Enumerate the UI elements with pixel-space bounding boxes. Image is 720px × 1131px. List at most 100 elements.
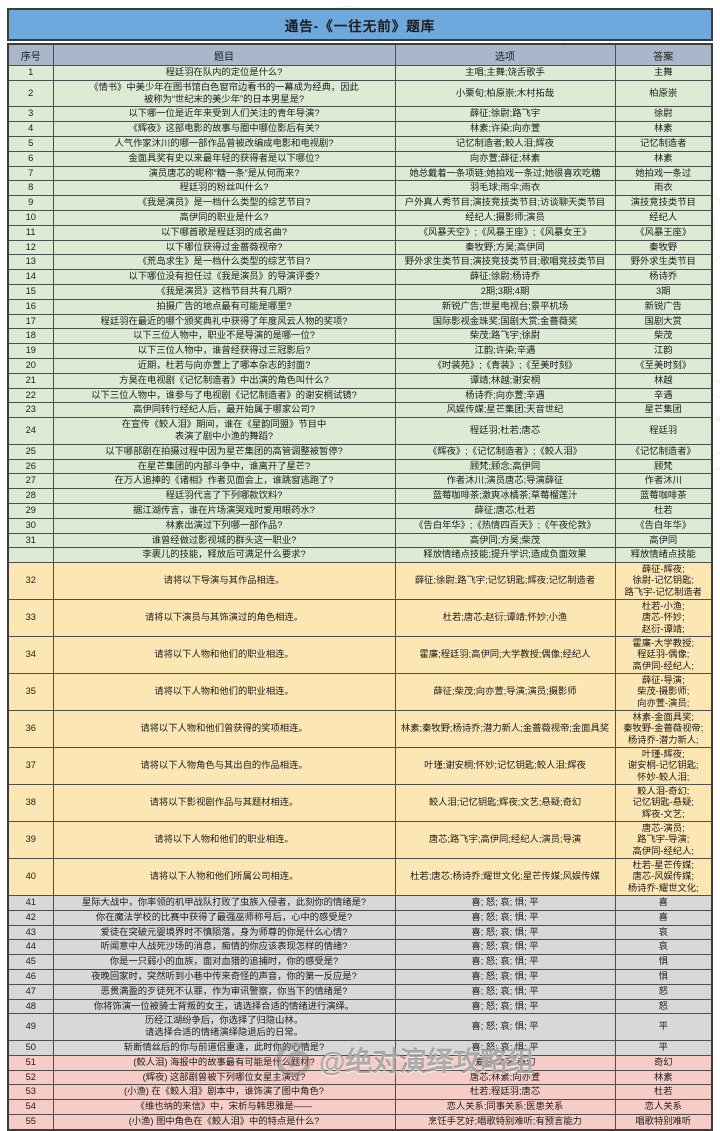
table-row: 55 (小渔) 图中角色在《鲛人泪》中的特点是什么? 烹饪手艺好;唱歌特别难听;有预… bbox=[7, 1113, 713, 1131]
cell-index: 2 bbox=[7, 79, 54, 108]
table-body: 1 程廷羽在队内的定位是什么? 主唱;主舞;饶舌歌手 主舞 2 《情书》中美少年在图书馆白… bbox=[7, 65, 713, 1131]
cell-answer: 林素 bbox=[614, 150, 713, 167]
cell-answer: 哀 bbox=[614, 939, 713, 956]
cell-options: 薛征;徐尉;路飞宇 bbox=[394, 106, 616, 123]
cell-index: 28 bbox=[7, 488, 54, 504]
cell-question: 请将以下影视剧作品与其题材相连。 bbox=[52, 784, 396, 822]
table-row: 23 高伊同转行经纪人后，最开始属于哪家公司? 风娱传媒;星芒集团;天音世纪 星芒集团 bbox=[7, 402, 713, 419]
table-row: 31 谁曾经做过影视城的群头这一职业? 高伊同;方昊;柴茂 高伊同 bbox=[7, 532, 713, 549]
cell-answer: 薛征-导演; 柴茂-摄影师; 向亦萱-演员; bbox=[614, 673, 713, 712]
cell-answer: 程廷羽 bbox=[614, 417, 713, 445]
cell-index: 29 bbox=[7, 502, 54, 519]
cell-question: 谁曾经做过影视城的群头这一职业? bbox=[52, 532, 396, 549]
cell-options: 国际影视金珠奖;国剧大赏;金蔷薇奖 bbox=[394, 313, 616, 330]
cell-question: 林素出演过下列哪一部作品? bbox=[52, 517, 396, 534]
cell-options: 《时装苑》;《青装》;《至美时刻》 bbox=[394, 357, 616, 374]
cell-options: 林素;秦牧野;杨诗乔;潜力新人;金蔷薇视帝;金面具奖 bbox=[394, 710, 616, 749]
cell-options: 喜; 怒; 哀; 惧; 平 bbox=[394, 924, 616, 941]
cell-options: 喜; 怒; 哀; 惧; 平 bbox=[394, 894, 616, 911]
table-row: 41 星际大战中，你率领的机甲战队打败了虫族入侵者，此刻你的情绪是? 喜; 怒; 哀… bbox=[7, 894, 713, 911]
cell-options: 唐芯;林素;向亦萱 bbox=[394, 1069, 616, 1086]
cell-question: 斩断情丝后的你与前道侣重逢，此时你的心情是? bbox=[52, 1039, 396, 1056]
cell-question: 近期，杜若与向亦萱上了哪本杂志的封面? bbox=[52, 357, 396, 374]
table-row: 3 以下哪一位是近年来受到人们关注的青年导演? 薛征;徐尉;路飞宇 徐尉 bbox=[7, 106, 713, 123]
table-row: 12 以下哪位获得过金蔷薇视帝? 秦牧野;方昊;高伊同 秦牧野 bbox=[7, 239, 713, 256]
cell-question: 以下哪位获得过金蔷薇视帝? bbox=[52, 239, 396, 256]
cell-question: 请将以下人物角色与其出自的作品相连。 bbox=[52, 747, 396, 785]
cell-index: 37 bbox=[7, 747, 54, 785]
table-row: 28 程廷羽代言了下列哪款饮料? 蓝莓咖啡茶;激爽冰橘茶;草莓榴莲汁 蓝莓咖啡茶 bbox=[7, 488, 713, 504]
cell-index: 39 bbox=[7, 820, 54, 859]
cell-options: 户外真人秀节目;演技竞技类节目;访谈聊天类节目 bbox=[394, 195, 616, 211]
question-bank-sheet: 通告-《一往无前》题库 序号 题目 选项 答案 1 程廷羽在队内的定位是什么? 主唱… bbox=[7, 8, 713, 1131]
cell-index: 51 bbox=[7, 1054, 54, 1071]
cell-answer: 叶瑾-辉夜; 谢安桐-记忆钥匙; 怀妙-鲛人泪; bbox=[614, 747, 713, 785]
table-row: 45 你是一只弱小的血族，面对血猎的追捕时，你的感受是? 喜; 怒; 哀; 惧; 平… bbox=[7, 954, 713, 970]
cell-index: 14 bbox=[7, 269, 54, 285]
cell-answer: 哀 bbox=[614, 924, 713, 941]
cell-question: 听闻意中人战死沙场的消息，痴情的你应该表现怎样的情绪? bbox=[52, 939, 396, 956]
cell-index: 48 bbox=[7, 998, 54, 1015]
table-row: 54 《维也纳的来信》中，宋析与韩思雅是—— 恋人关系;同事关系;医患关系 恋人关系 bbox=[7, 1099, 713, 1115]
table-row: 7 演员唐芯的昵称“糖一条”是从何而来? 她总戴着一条项链;她拍戏一条过;她很喜欢吃… bbox=[7, 165, 713, 182]
table-row: 17 程廷羽在最近的哪个颁奖典礼中获得了年度风云人物的奖项? 国际影视金珠奖;国剧大… bbox=[7, 313, 713, 330]
cell-index: 44 bbox=[7, 939, 54, 956]
cell-index: 40 bbox=[7, 857, 54, 896]
table-row: 1 程廷羽在队内的定位是什么? 主唱;主舞;饶舌歌手 主舞 bbox=[7, 65, 713, 81]
cell-answer: 高伊同 bbox=[614, 532, 713, 549]
cell-answer: 辛遇 bbox=[614, 387, 713, 404]
table-row: 10 高伊同的职业是什么? 经纪人;摄影师;演员 经纪人 bbox=[7, 209, 713, 226]
table-row: 33 请将以下演员与其饰演过的角色相连。 杜若;唐芯;赵衍;谭靖;怀妙;小渔 杜若-小… bbox=[7, 599, 713, 638]
cell-question: 《我是演员》是一档什么类型的综艺节目? bbox=[52, 195, 396, 211]
cell-index: 53 bbox=[7, 1084, 54, 1101]
cell-question: 《维也纳的来信》中，宋析与韩思雅是—— bbox=[52, 1099, 396, 1115]
cell-answer: 释放情绪点技能 bbox=[614, 547, 713, 564]
cell-options: 高伊同;方昊;柴茂 bbox=[394, 532, 616, 549]
cell-answer: 她拍戏一条过 bbox=[614, 165, 713, 182]
cell-options: 薛征;唐芯;杜若 bbox=[394, 502, 616, 519]
cell-index: 6 bbox=[7, 150, 54, 167]
cell-question: 请将以下人物和他们所属公司相连。 bbox=[52, 857, 396, 896]
cell-question: 请将以下演员与其饰演过的角色相连。 bbox=[52, 599, 396, 638]
cell-index: 16 bbox=[7, 298, 54, 315]
table-row: 2 《情书》中美少年在图书馆白色窗帘边看书的一幕成为经典，因此 被称为“世纪末的美… bbox=[7, 79, 713, 108]
page-title: 通告-《一往无前》题库 bbox=[7, 8, 713, 41]
cell-index: 45 bbox=[7, 954, 54, 970]
table-row: 38 请将以下影视剧作品与其题材相连。 鲛人泪;记忆钥匙;辉夜;文艺;悬疑;奇幻 鲛人… bbox=[7, 784, 713, 822]
cell-index: 18 bbox=[7, 328, 54, 345]
column-header-answer: 答案 bbox=[614, 43, 713, 66]
cell-answer: 《风暴王座》 bbox=[614, 224, 713, 241]
cell-options: 羽毛球;雨伞;雨衣 bbox=[394, 180, 616, 197]
question-bank-table: 序号 题目 选项 答案 1 程廷羽在队内的定位是什么? 主唱;主舞;饶舌歌手 主舞 2 《… bbox=[7, 43, 713, 1131]
table-row: 37 请将以下人物角色与其出自的作品相连。 叶瑾;谢安桐;怀妙;记忆钥匙;鲛人泪;辉… bbox=[7, 747, 713, 785]
cell-question: 在星芒集团的内部斗争中，谁离开了星芒? bbox=[52, 458, 396, 475]
cell-question: 程廷羽的粉丝叫什么? bbox=[52, 180, 396, 197]
cell-index: 50 bbox=[7, 1039, 54, 1056]
cell-answer: 恋人关系 bbox=[614, 1099, 713, 1115]
cell-options: 杜若;程廷羽;唐芯 bbox=[394, 1084, 616, 1101]
cell-options: 谭靖;林越;谢安桐 bbox=[394, 372, 616, 389]
cell-options: 记忆制造者;鲛人泪;辉夜 bbox=[394, 135, 616, 152]
cell-options: 2期;3期;4期 bbox=[394, 283, 616, 300]
cell-options: 薛征;柴茂;向亦萱;导演;演员;摄影师 bbox=[394, 673, 616, 712]
table-row: 26 在星芒集团的内部斗争中，谁离开了星芒? 顾梵;顾念;高伊同 顾梵 bbox=[7, 458, 713, 475]
cell-index: 30 bbox=[7, 517, 54, 534]
cell-answer: 杜若 bbox=[614, 502, 713, 519]
cell-answer: 杜若 bbox=[614, 1084, 713, 1101]
cell-question: (小渔) 在《鲛人泪》剧本中，谁饰演了图中角色? bbox=[52, 1084, 396, 1101]
cell-index: 23 bbox=[7, 402, 54, 419]
cell-index: 41 bbox=[7, 894, 54, 911]
cell-options: 杨诗乔;向亦萱;辛遇 bbox=[394, 387, 616, 404]
table-row: 34 请将以下人物和他们的职业相连。 霍廉;程廷羽;高伊同;大学教授;偶像;经纪人霍… bbox=[7, 636, 713, 675]
cell-question: 以下哪位没有担任过《我是演员》的导演评委? bbox=[52, 269, 396, 285]
cell-question: 在宣传《鲛人泪》期间，谁在《星韵同盟》节目中 表演了剧中小渔的舞蹈? bbox=[52, 417, 396, 445]
cell-options: 程廷羽;杜若;唐芯 bbox=[394, 417, 616, 445]
table-row: 53 (小渔) 在《鲛人泪》剧本中，谁饰演了图中角色? 杜若;程廷羽;唐芯 杜若 bbox=[7, 1084, 713, 1101]
column-header-options: 选项 bbox=[394, 43, 616, 66]
cell-question: 恶贯满盈的歹徒死不认罪，作为审讯警察，你当下的情绪是? bbox=[52, 983, 396, 1000]
cell-index: 17 bbox=[7, 313, 54, 330]
cell-question: 程廷羽代言了下列哪款饮料? bbox=[52, 488, 396, 504]
cell-question: 以下哪首歌是程廷羽的成名曲? bbox=[52, 224, 396, 241]
table-row: 14 以下哪位没有担任过《我是演员》的导演评委? 薛征;徐尉;杨诗乔 杨诗乔 bbox=[7, 269, 713, 285]
cell-options: 喜; 怒; 哀; 惧; 平 bbox=[394, 998, 616, 1015]
